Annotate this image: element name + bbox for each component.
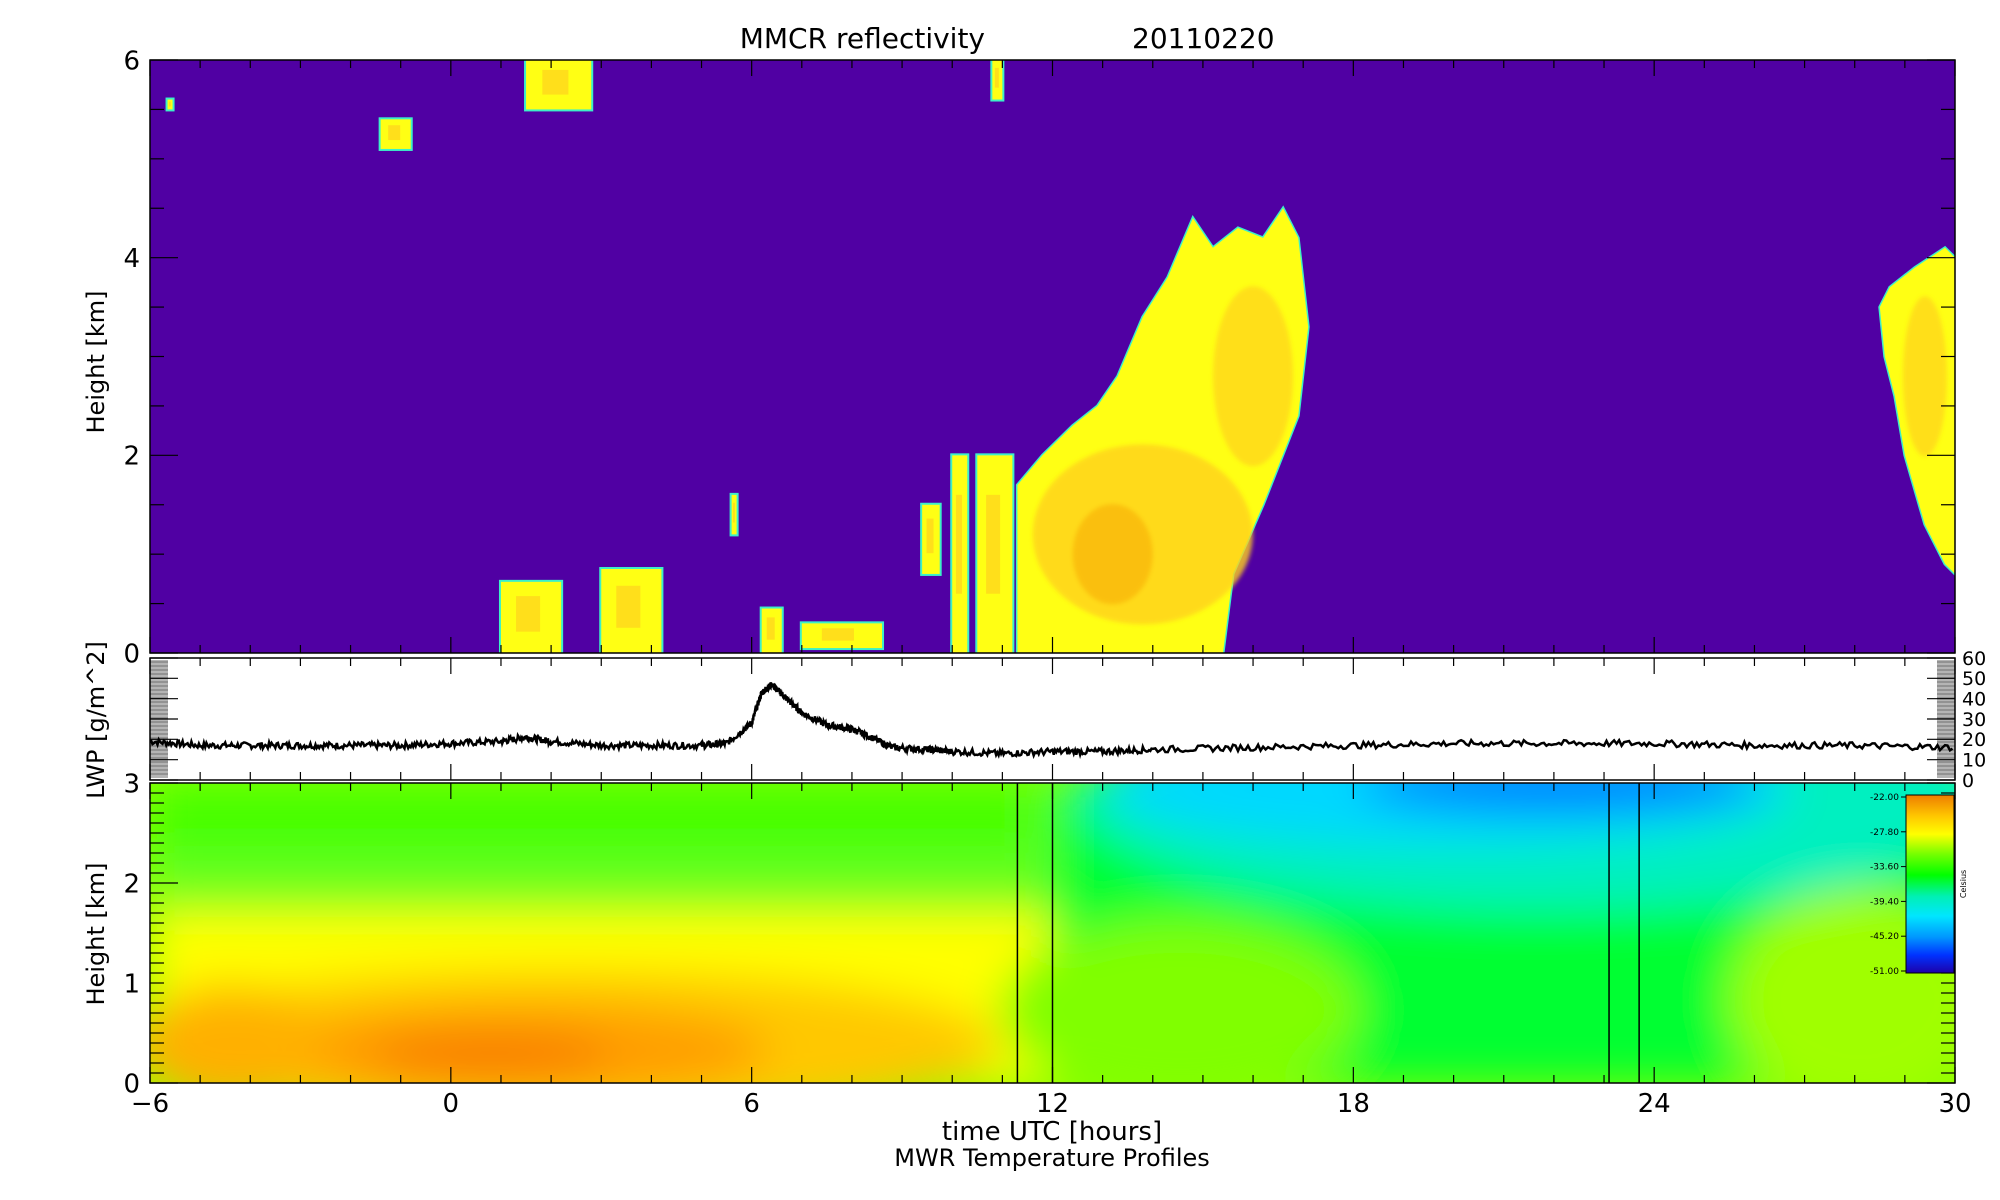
y-tick-label: 2 <box>123 869 140 899</box>
echo-core <box>926 518 934 554</box>
reflectivity-panel: MMCR reflectivity 20110220 0 2 4 6 Height [… <box>82 22 1956 669</box>
chart-title: MMCR reflectivity <box>740 22 985 55</box>
echo-core <box>616 585 641 628</box>
x-tick-label: 24 <box>1638 1089 1671 1119</box>
reflectivity-echoes <box>165 60 1955 653</box>
time-x-tick-labels: −6 0 6 12 18 24 30 <box>131 1089 1972 1119</box>
y-tick-label: 6 <box>123 46 140 76</box>
y-tick-label: 60 <box>1962 648 1986 670</box>
y-tick-label: 50 <box>1962 668 1986 690</box>
x-tick-label: 12 <box>1036 1089 1069 1119</box>
reflectivity-y-axis-label: Height [km] <box>82 291 110 434</box>
temperature-y-axis-label: Height [km] <box>82 863 110 1006</box>
colorbar-tick-label: -51.00 <box>1870 967 1899 977</box>
colorbar-tick-label: -27.80 <box>1870 828 1899 838</box>
temperature-subtitle: MWR Temperature Profiles <box>894 1144 1210 1172</box>
echo-core <box>986 494 1001 594</box>
y-tick-label: 1 <box>123 969 140 999</box>
colorbar: -22.00 -27.80 -33.60 -39.40 -45.20 -51.00 Cel… <box>1870 793 1968 977</box>
lwp-ticks <box>149 657 1956 781</box>
temperature-field <box>150 783 1955 1083</box>
y-tick-label: 40 <box>1962 689 1986 711</box>
colorbar-tick-label: -33.60 <box>1870 863 1899 873</box>
temperature-y-tick-labels: 0 1 2 3 <box>123 769 140 1099</box>
lwp-series-line <box>149 682 1954 760</box>
colorbar-tick-label: -45.20 <box>1870 932 1899 942</box>
y-tick-label: 0 <box>123 1069 140 1099</box>
y-tick-label: 4 <box>123 244 140 274</box>
colorbar-tick-label: -22.00 <box>1870 793 1899 803</box>
y-tick-label: 3 <box>123 769 140 799</box>
lwp-plot-area <box>150 658 1955 780</box>
colorbar-tick-labels: -22.00 -27.80 -33.60 -39.40 -45.20 -51.00 <box>1870 793 1906 977</box>
echo-core <box>994 67 999 88</box>
echo-core <box>388 125 401 141</box>
right-cloud-core <box>1902 296 1947 457</box>
y-tick-label: 30 <box>1962 709 1986 731</box>
lwp-y-axis-label: LWP [g/m^2] <box>82 641 110 799</box>
x-tick-label: 30 <box>1938 1089 1971 1119</box>
main-cloud-upper-core <box>1213 286 1294 467</box>
main-cloud-peak <box>1072 504 1153 605</box>
echo-core <box>542 69 569 95</box>
x-tick-label: 6 <box>743 1089 760 1119</box>
y-tick-label: 10 <box>1962 750 1986 772</box>
echo-core <box>766 617 775 640</box>
echo-core <box>821 628 854 641</box>
colorbar-tick-label: -39.40 <box>1870 897 1899 907</box>
y-tick-label: 0 <box>123 639 140 669</box>
reflectivity-y-tick-labels: 0 2 4 6 <box>123 46 140 669</box>
colorbar-gradient <box>1905 794 1955 974</box>
temperature-gap-lines <box>1016 783 1640 1083</box>
colorbar-label: Celsius <box>1959 870 1968 898</box>
echo-core <box>732 502 735 523</box>
time-x-axis-label: time UTC [hours] <box>942 1117 1162 1147</box>
y-tick-label: 0 <box>1962 770 1974 792</box>
echo-core <box>955 494 962 594</box>
echo-core <box>516 596 541 632</box>
reflectivity-ticks <box>149 59 1956 654</box>
y-tick-label: 2 <box>123 442 140 472</box>
y-tick-label: 20 <box>1962 729 1986 751</box>
x-tick-label: 18 <box>1337 1089 1370 1119</box>
chart-date: 20110220 <box>1132 22 1275 55</box>
x-tick-label: 0 <box>443 1089 460 1119</box>
x-tick-label: −6 <box>131 1089 169 1119</box>
echo-core <box>168 101 171 107</box>
